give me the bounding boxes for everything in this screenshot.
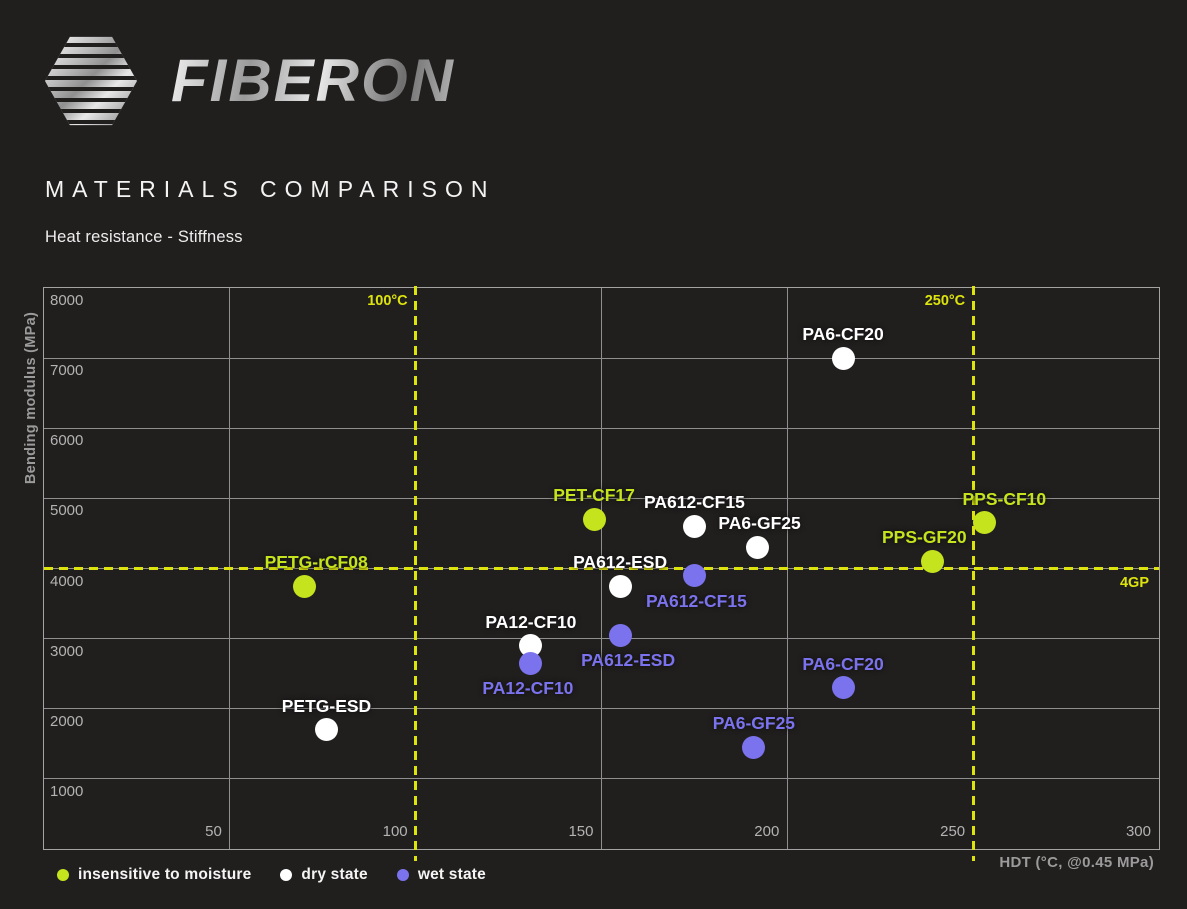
- fiberon-logo-text: FIBERON: [171, 36, 455, 126]
- guide-label-4GP: 4GP: [1119, 574, 1149, 591]
- y-tick-label-1000: 1000: [50, 782, 84, 800]
- data-point-PA612-ESD: [608, 574, 632, 598]
- legend-item-wet-state: wet state: [396, 866, 486, 884]
- guide-label-100°C: 100°C: [367, 293, 408, 309]
- guide-line-4GP: [44, 567, 1159, 570]
- y-axis-title: Bending modulus (MPa): [23, 311, 39, 485]
- legend-item-dry-state: dry state: [280, 866, 368, 884]
- data-point-label-PETG-rCF08: PETG-rCF08: [264, 552, 368, 573]
- data-point-PPS-GF20: [920, 549, 944, 573]
- data-point-PA6-GF25: [746, 535, 770, 559]
- data-point-PA12-CF10: [519, 651, 543, 675]
- data-point-label-PA12-CF10: PA12-CF10: [485, 611, 577, 632]
- data-point-PA612-ESD: [608, 623, 632, 647]
- data-point-label-PA6-GF25: PA6-GF25: [712, 713, 796, 734]
- page-title: MATERIALS COMPARISON: [45, 176, 496, 202]
- fiberon-hexagon-logo-icon: [45, 36, 137, 126]
- y-tick-label-4000: 4000: [50, 572, 84, 590]
- data-point-label-PA612-ESD: PA612-ESD: [573, 552, 668, 573]
- legend-item-insensitive: insensitive to moisture: [57, 866, 251, 884]
- guide-line-250°C: [971, 286, 975, 861]
- x-tick-label-150: 150: [568, 823, 594, 840]
- data-point-PA612-CF15: [682, 514, 706, 538]
- data-point-label-PETG-ESD: PETG-ESD: [281, 695, 372, 716]
- x-tick-label-200: 200: [754, 823, 780, 840]
- data-point-PPS-CF10: [972, 511, 996, 535]
- guide-line-100°C: [414, 286, 418, 861]
- legend-label: dry state: [301, 866, 368, 883]
- legend-label: insensitive to moisture: [78, 866, 252, 883]
- data-point-label-PA612-CF15: PA612-CF15: [645, 590, 747, 611]
- legend-dot-purple-icon: [396, 869, 409, 881]
- x-tick-label-100: 100: [382, 823, 408, 840]
- x-tick-label-250: 250: [940, 823, 966, 840]
- y-tick-label-3000: 3000: [50, 642, 84, 660]
- legend-dot-green-icon: [57, 869, 69, 881]
- data-point-PETG-ESD: [314, 718, 338, 742]
- data-point-PA6-CF20: [831, 346, 855, 370]
- scatter-plot-area: 1000 2000 3000 4000 5000 6000 7000 8000 50 100 150…: [43, 286, 1160, 861]
- data-point-label-PET-CF17: PET-CF17: [553, 485, 635, 506]
- y-tick-label-5000: 5000: [50, 502, 84, 520]
- data-point-PA6-GF25: [742, 735, 766, 759]
- data-point-label-PPS-GF20: PPS-GF20: [881, 527, 967, 548]
- data-point-label-PA12-CF10: PA12-CF10: [482, 678, 574, 699]
- x-tick-label-50: 50: [205, 823, 222, 840]
- y-tick-label-8000: 8000: [50, 292, 84, 309]
- data-point-PET-CF17: [582, 507, 606, 531]
- legend-dot-white-icon: [280, 869, 293, 881]
- guide-label-250°C: 250°C: [924, 293, 966, 309]
- data-point-label-PA6-CF20: PA6-CF20: [802, 324, 884, 345]
- data-point-PA12-CF10: [519, 634, 543, 658]
- chart-legend: insensitive to moisture dry state wet st…: [57, 866, 486, 884]
- data-point-label-PA612-CF15: PA612-CF15: [643, 492, 745, 513]
- legend-label: wet state: [417, 866, 486, 883]
- data-point-label-PA6-GF25: PA6-GF25: [718, 513, 801, 534]
- fiberon-logo: FIBERON: [45, 36, 455, 126]
- y-tick-label-7000: 7000: [50, 362, 84, 380]
- data-point-PETG-rCF08: [292, 574, 316, 598]
- data-point-PA6-CF20: [831, 676, 855, 700]
- y-tick-label-6000: 6000: [50, 432, 84, 450]
- y-tick-label-2000: 2000: [50, 712, 84, 730]
- data-point-label-PPS-CF10: PPS-CF10: [962, 488, 1047, 509]
- chart-subtitle: Heat resistance - Stiffness: [45, 228, 243, 246]
- x-axis-title: HDT (°C, @0.45 MPa): [999, 854, 1154, 871]
- x-tick-label-300: 300: [1125, 823, 1151, 840]
- data-point-PA612-CF15: [682, 564, 706, 587]
- data-point-label-PA612-ESD: PA612-ESD: [581, 650, 676, 671]
- data-point-label-PA6-CF20: PA6-CF20: [802, 653, 884, 674]
